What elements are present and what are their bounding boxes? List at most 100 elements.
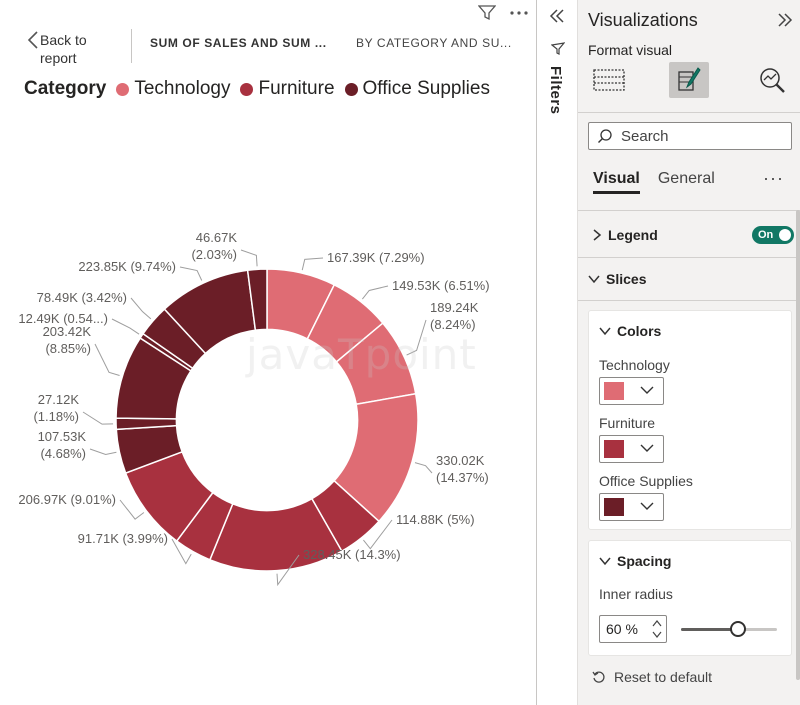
visual-header-icons xyxy=(476,4,530,22)
chart-legend: Category Technology Furniture Office Sup… xyxy=(24,78,500,100)
inner-radius-label: Inner radius xyxy=(599,586,673,602)
color-swatch xyxy=(604,440,624,458)
color-picker-office-supplies[interactable] xyxy=(599,493,664,521)
legend-item-technology[interactable]: Technology xyxy=(116,78,230,100)
chevrons-left-icon[interactable] xyxy=(548,8,566,24)
slices-section-header[interactable]: Slices xyxy=(578,259,800,299)
legend-section-header[interactable]: Legend On xyxy=(578,213,800,257)
colors-section-label: Colors xyxy=(617,323,662,339)
legend-item-furniture[interactable]: Furniture xyxy=(240,78,335,100)
search-input[interactable]: Search xyxy=(588,122,792,150)
slice-data-label: 149.53K (6.51%) xyxy=(392,278,490,293)
report-canvas: Back to report SUM OF SALES AND SUM ... … xyxy=(18,4,530,587)
pane-scrollbar[interactable] xyxy=(796,210,800,680)
color-label-technology: Technology xyxy=(599,357,670,373)
analytics-button[interactable] xyxy=(752,62,792,98)
inner-radius-input[interactable]: 60 % xyxy=(599,615,667,643)
color-swatch xyxy=(604,498,624,516)
slice-data-label: 189.24K (8.24%) xyxy=(430,300,479,332)
leader-line xyxy=(130,297,152,320)
legend-toggle[interactable]: On xyxy=(752,226,794,244)
filters-label: Filters xyxy=(547,66,564,115)
slice-data-label: 167.39K (7.29%) xyxy=(327,250,425,265)
color-swatch xyxy=(604,382,624,400)
chevron-right-icon xyxy=(593,229,602,241)
chevron-down-icon xyxy=(640,502,654,510)
slice-data-label: 223.85K (9.74%) xyxy=(78,259,176,274)
search-placeholder: Search xyxy=(621,127,669,145)
slice-data-label: 107.53K (4.68%) xyxy=(38,429,87,461)
slider-fill xyxy=(681,628,739,631)
pane-divider xyxy=(578,257,800,258)
leader-line xyxy=(301,257,324,271)
leader-line xyxy=(179,266,203,281)
color-picker-furniture[interactable] xyxy=(599,435,664,463)
pane-title: Visualizations xyxy=(588,10,698,30)
color-label-office-supplies: Office Supplies xyxy=(599,473,693,489)
build-visual-button[interactable] xyxy=(589,62,629,98)
chevrons-right-icon[interactable] xyxy=(776,12,794,28)
slice-data-label: 91.71K (3.99%) xyxy=(78,531,168,546)
inner-radius-value: 60 % xyxy=(606,621,638,637)
color-picker-technology[interactable] xyxy=(599,377,664,405)
leader-line xyxy=(94,343,120,376)
chevron-down-icon xyxy=(599,327,611,336)
legend-item-office-supplies[interactable]: Office Supplies xyxy=(344,78,490,100)
leader-line xyxy=(89,448,117,456)
leader-line xyxy=(111,318,140,335)
legend-dot-technology xyxy=(116,82,130,96)
slice-data-label: 78.49K (3.42%) xyxy=(37,290,127,305)
pane-divider xyxy=(578,112,800,113)
tab-general[interactable]: General xyxy=(657,170,715,187)
inner-radius-slider[interactable] xyxy=(681,615,777,643)
chevron-down-icon xyxy=(640,386,654,394)
spin-arrows-icon[interactable] xyxy=(652,618,662,640)
legend-title: Category xyxy=(24,78,107,99)
legend-dot-office-supplies xyxy=(344,82,358,96)
legend-label: Technology xyxy=(134,78,231,99)
legend-label: Office Supplies xyxy=(362,78,490,99)
legend-section-label: Legend xyxy=(608,227,658,243)
filter-icon[interactable] xyxy=(476,4,498,22)
slice-data-label: 114.88K (5%) xyxy=(396,512,475,527)
more-options-button[interactable]: ··· xyxy=(763,168,784,188)
slice-data-label: 206.97K (9.01%) xyxy=(18,492,116,507)
analytics-magnifier-icon xyxy=(760,68,785,93)
visual-title-dimension: BY CATEGORY AND SU... xyxy=(356,36,512,50)
visualizations-pane: Visualizations Format visual Search Visu… xyxy=(578,0,800,705)
spacing-section-header[interactable]: Spacing xyxy=(599,553,671,569)
slider-thumb[interactable] xyxy=(729,621,746,637)
colors-section-header[interactable]: Colors xyxy=(599,323,661,339)
leader-line xyxy=(240,249,258,267)
toggle-knob xyxy=(779,229,791,241)
slice-data-label: 12.49K (0.54...) xyxy=(18,311,108,326)
more-options-icon[interactable] xyxy=(508,4,530,22)
pane-divider xyxy=(578,300,800,301)
colors-card: Colors Technology Furniture Office Suppl… xyxy=(588,310,792,530)
back-to-report-button[interactable]: Back to report xyxy=(22,30,122,70)
slice-data-label: 328.45K (14.3%) xyxy=(303,547,401,562)
leader-line xyxy=(361,285,389,300)
spacing-card: Spacing Inner radius 60 % xyxy=(588,540,792,656)
visual-title-measure: SUM OF SALES AND SUM ... xyxy=(150,36,327,50)
donut-chart: 167.39K (7.29%) 149.53K (6.51%) 189.24K (8.… xyxy=(18,230,490,587)
pane-divider xyxy=(578,210,800,211)
slices-section-label: Slices xyxy=(606,271,647,287)
chevron-down-icon xyxy=(640,444,654,452)
donut-slice[interactable] xyxy=(246,268,268,331)
reset-label: Reset to default xyxy=(614,669,713,685)
legend-dot-furniture xyxy=(240,82,254,96)
fields-grid-icon xyxy=(593,69,625,91)
format-tabs: Visual General xyxy=(593,170,715,194)
chevron-down-icon xyxy=(599,557,611,566)
reset-to-default-button[interactable]: Reset to default xyxy=(592,669,712,685)
chevron-down-icon xyxy=(588,275,600,284)
slice-data-label: 330.02K (14.37%) xyxy=(436,453,489,485)
filters-pane-collapsed[interactable]: Filters xyxy=(537,0,578,705)
tab-visual[interactable]: Visual xyxy=(593,170,640,194)
slice-data-label: 46.67K (2.03%) xyxy=(191,230,237,262)
filter-icon xyxy=(551,42,565,55)
format-visual-button[interactable] xyxy=(669,62,709,98)
breadcrumb-divider xyxy=(131,29,132,63)
search-icon xyxy=(598,129,612,143)
